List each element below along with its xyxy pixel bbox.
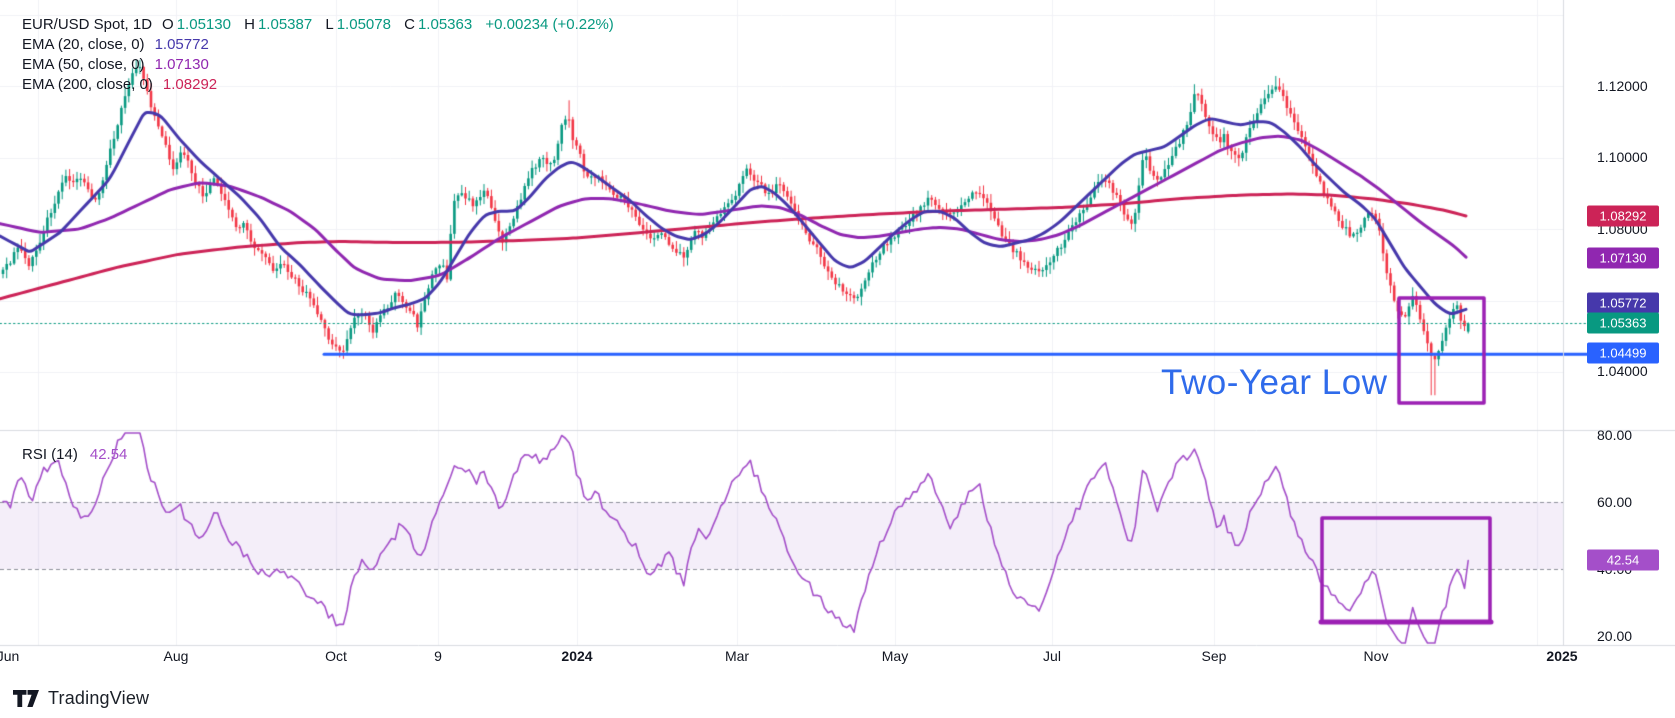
tradingview-icon	[13, 689, 39, 707]
time-axis-label: 2024	[561, 648, 593, 664]
ema50-legend-row[interactable]: EMA (50, close, 0) 1.07130	[22, 54, 623, 74]
change-value: +0.00234 (+0.22%)	[485, 15, 614, 33]
time-axis-label: Jun	[0, 648, 20, 664]
open-value: 1.05130	[176, 15, 231, 33]
price-badge: 42.54	[1587, 549, 1659, 571]
price-badge: 1.05772	[1587, 292, 1659, 314]
tradingview-logo-text: TradingView	[48, 688, 150, 708]
time-axis-label: Jul	[1043, 648, 1061, 664]
symbol-title: EUR/USD Spot, 1D	[22, 15, 153, 33]
ohlc-values: O 1.05130 H 1.05387 L 1.05078 C 1.05363 +0.0…	[162, 16, 623, 33]
ema200-value: 1.08292	[162, 75, 218, 93]
open-label: O	[162, 15, 174, 33]
rsi-legend-row[interactable]: RSI (14) 42.54	[22, 446, 127, 463]
ema50-label: EMA (50, close, 0)	[22, 55, 145, 73]
price-badge: 1.04499	[1587, 342, 1659, 364]
tradingview-logo[interactable]: TradingView	[13, 688, 149, 709]
price-badge: 1.05363	[1587, 312, 1659, 334]
axis-label: 1.10000	[1597, 149, 1648, 165]
axis-label: 1.04000	[1597, 363, 1648, 379]
axis-label: 1.12000	[1597, 78, 1648, 94]
axis-label: 60.00	[1597, 494, 1633, 510]
low-value: 1.05078	[336, 15, 391, 33]
high-label: H	[244, 15, 255, 33]
time-axis-label: Sep	[1201, 648, 1227, 664]
time-axis-label: 2025	[1546, 648, 1578, 664]
time-axis-label: Mar	[724, 648, 750, 664]
ema200-label: EMA (200, close, 0)	[22, 75, 153, 93]
ema50-value: 1.07130	[154, 55, 209, 73]
close-label: C	[404, 15, 415, 33]
time-axis-label: Oct	[325, 648, 347, 664]
time-axis-label: Nov	[1363, 648, 1389, 664]
ema20-legend-row[interactable]: EMA (20, close, 0) 1.05772	[22, 34, 623, 54]
time-axis-label: Aug	[163, 648, 189, 664]
time-axis-label: May	[881, 648, 909, 664]
time-axis-label: 9	[434, 648, 442, 664]
low-label: L	[325, 15, 334, 33]
symbol-legend-row[interactable]: EUR/USD Spot, 1D O 1.05130 H 1.05387 L 1.05…	[22, 14, 623, 34]
axis-label: 20.00	[1597, 628, 1633, 644]
legend: EUR/USD Spot, 1D O 1.05130 H 1.05387 L 1.05…	[22, 14, 623, 94]
two-year-low-annotation[interactable]: Two-Year Low	[1161, 363, 1388, 402]
axis-label: 80.00	[1597, 427, 1633, 443]
high-value: 1.05387	[257, 15, 313, 33]
ema200-legend-row[interactable]: EMA (200, close, 0) 1.08292	[22, 74, 623, 94]
price-badge: 1.08292	[1587, 205, 1659, 227]
close-value: 1.05363	[417, 15, 473, 33]
rsi-label: RSI (14)	[22, 446, 78, 463]
ema20-value: 1.05772	[154, 35, 209, 53]
price-badge: 1.07130	[1587, 247, 1659, 269]
rsi-value: 42.54	[89, 446, 128, 463]
ema20-label: EMA (20, close, 0)	[22, 35, 145, 53]
